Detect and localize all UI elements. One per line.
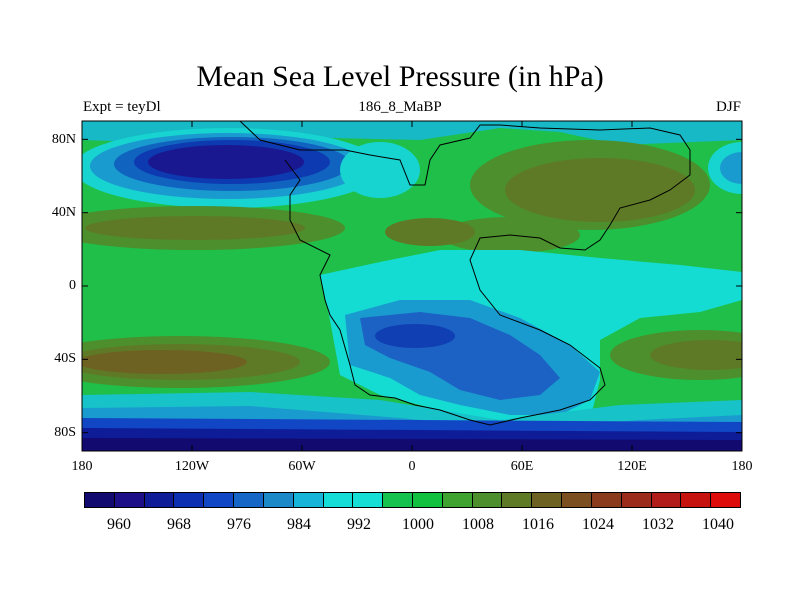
asia-high-core [505,158,695,222]
x-tick-180e: 180 [731,459,753,474]
colorbar-cell [382,492,413,508]
coastline [239,121,691,426]
colorbar-cell [412,492,443,508]
east-low-core [720,152,742,184]
colorbar-cell [113,492,145,508]
colorbar-label: 1008 [462,516,494,533]
x-tick-120w: 120W [174,459,210,474]
colorbar-cell [233,492,264,508]
colorbar-label: 1040 [702,516,734,533]
season-label: DJF [715,99,741,115]
time-label: 186_8_MaBP [358,99,442,115]
colorbar-cell [352,492,384,508]
colorbar-cell [84,492,115,508]
north-high-west-core [85,216,305,240]
colorbar-label: 968 [167,516,191,533]
x-tick-60e: 60E [510,459,534,474]
colorbar-cell [561,492,592,508]
colorbar-cell [501,492,533,508]
colorbar-label: 976 [227,516,251,533]
y-tick-80s: 80S [54,425,76,440]
colorbar-label: 1024 [582,516,614,533]
colorbar-cell [650,492,682,508]
y-tick-40s: 40S [54,351,76,366]
colorbar-cell [590,492,622,508]
south-high-west-center [82,350,247,374]
colorbar-label: 1016 [522,516,554,533]
colorbar-cell [680,492,712,508]
colorbar-cell [531,492,563,508]
x-tick-0: 0 [408,459,416,474]
atlantic-low [340,142,420,198]
colorbar-cell [143,492,175,508]
colorbar-cell [203,492,235,508]
map-title: Mean Sea Level Pressure (in hPa) [196,60,604,93]
colorbar-label: 984 [287,516,311,533]
colorbar-cell [471,492,503,508]
y-tick-0: 0 [69,278,76,293]
x-tick-180w: 180 [71,459,93,474]
experiment-label: Expt = teyDl [83,99,161,115]
colorbar-cell [322,492,354,508]
tethys-high-core [385,218,475,246]
y-tick-80n: 80N [51,132,76,147]
colorbar-cell [620,492,652,508]
x-tick-60w: 60W [288,459,316,474]
x-tick-120e: 120E [617,459,647,474]
south-high-east-core [650,340,742,370]
y-tick-40n: 40N [51,205,76,220]
colorbar-cell [441,492,473,508]
colorbar-cell [292,492,324,508]
colorbar-label: 992 [347,516,371,533]
south-low-core [375,324,455,348]
colorbar-cell [710,492,741,508]
colorbar-cell [262,492,294,508]
south-band-5 [82,438,742,451]
colorbar-label: 1032 [642,516,674,533]
colorbar-label: 960 [107,516,131,533]
north-low-core [148,145,304,179]
colorbar-cell [173,492,205,508]
colorbar-label: 1000 [402,516,434,533]
